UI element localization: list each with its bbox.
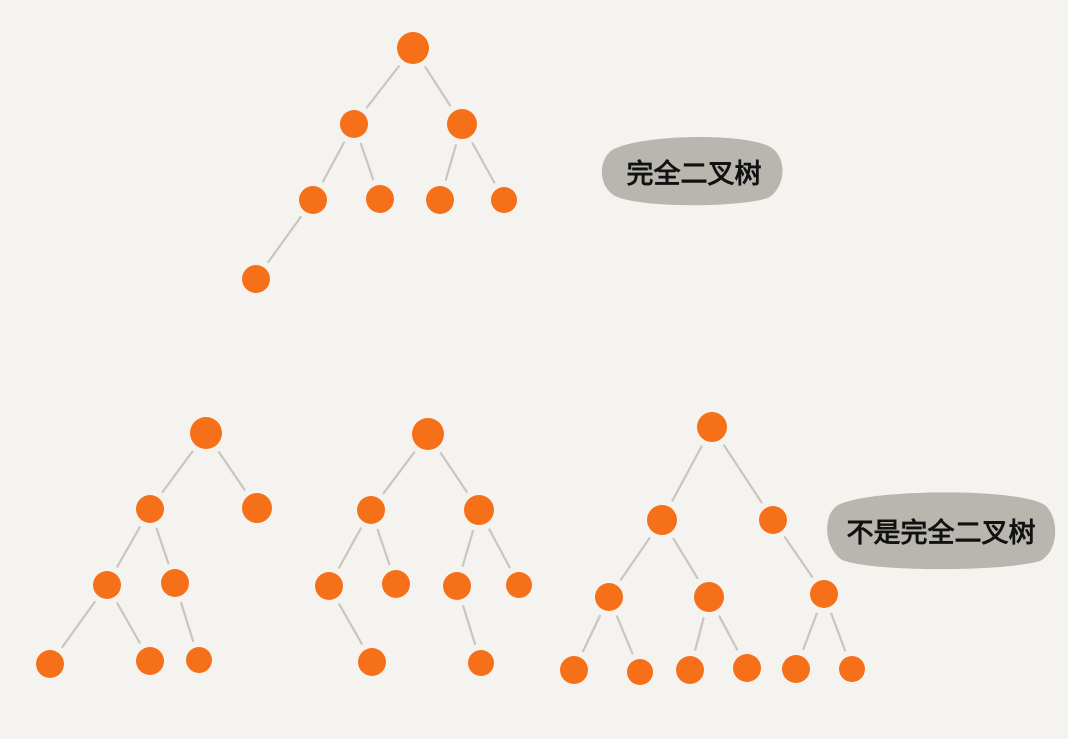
tree-node: [782, 655, 810, 683]
complete-label-text: 完全二叉树: [627, 158, 762, 190]
tree-edge: [359, 142, 375, 181]
tree-node: [93, 571, 121, 599]
tree-edge: [338, 527, 362, 569]
complete-label-bubble: [601, 136, 783, 206]
tree-edge: [694, 617, 705, 651]
tree-node: [443, 572, 471, 600]
tree-edge: [267, 215, 302, 264]
tree-edge: [615, 615, 634, 655]
tree-node: [161, 569, 189, 597]
tree-edge: [116, 602, 141, 644]
tree-edge: [461, 529, 474, 567]
tree-node: [839, 656, 865, 682]
tree-edge: [338, 603, 363, 645]
tree-node: [468, 650, 494, 676]
tree-node: [358, 648, 386, 676]
tree-edge: [439, 452, 468, 493]
tree-node: [759, 506, 787, 534]
tree-edge: [462, 604, 477, 646]
tree-node: [733, 654, 761, 682]
tree-node: [595, 583, 623, 611]
complete-tree: [242, 32, 517, 293]
tree-edge: [155, 527, 170, 565]
tree-node: [242, 493, 272, 523]
not-complete-label-bubble: [827, 492, 1056, 570]
complete-label: 完全二叉树: [601, 136, 783, 206]
tree-edge: [376, 528, 391, 566]
not-complete-label: 不是完全二叉树: [827, 492, 1056, 570]
tree-edge: [581, 614, 602, 653]
tree-edge: [161, 450, 194, 494]
tree-node: [694, 582, 724, 612]
tree-node: [357, 496, 385, 524]
tree-node: [340, 110, 368, 138]
tree-edge: [471, 142, 496, 184]
not-complete-tree-3: [560, 412, 865, 685]
tree-node: [136, 495, 164, 523]
tree-edge: [802, 612, 818, 651]
tree-edge: [180, 601, 195, 643]
tree-node: [506, 572, 532, 598]
tree-node: [491, 187, 517, 213]
tree-edge: [830, 612, 847, 652]
tree-edge: [61, 600, 96, 649]
not-complete-tree-1: [36, 417, 272, 678]
tree-edge: [444, 144, 457, 181]
tree-node: [676, 656, 704, 684]
tree-node: [136, 647, 164, 675]
tree-edge: [424, 66, 452, 107]
tree-node: [447, 109, 477, 139]
tree-node: [627, 659, 653, 685]
tree-edge: [671, 445, 703, 502]
tree-node: [560, 656, 588, 684]
tree-node: [412, 418, 444, 450]
tree-node: [366, 185, 394, 213]
tree-edge: [382, 451, 416, 495]
tree-node: [397, 32, 429, 64]
tree-node: [697, 412, 727, 442]
tree-edge: [783, 536, 814, 578]
tree-node: [242, 265, 270, 293]
tree-node: [464, 495, 494, 525]
tree-edge: [718, 615, 739, 651]
tree-edge: [365, 65, 400, 109]
tree-node: [382, 570, 410, 598]
tree-node: [186, 647, 212, 673]
not-complete-tree-2: [315, 418, 532, 676]
tree-node: [190, 417, 222, 449]
tree-node: [315, 572, 343, 600]
tree-node: [36, 650, 64, 678]
tree-edge: [672, 537, 699, 580]
tree-edge: [116, 526, 141, 568]
tree-edge: [488, 528, 511, 569]
tree-node: [426, 186, 454, 214]
tree-node: [810, 580, 838, 608]
tree-edge: [619, 536, 651, 581]
tree-edge: [321, 141, 346, 183]
trees-layer: [36, 32, 865, 685]
tree-node: [647, 505, 677, 535]
tree-edge: [722, 444, 763, 504]
tree-node: [299, 186, 327, 214]
not-complete-label-text: 不是完全二叉树: [847, 517, 1036, 549]
tree-edge: [217, 450, 246, 491]
